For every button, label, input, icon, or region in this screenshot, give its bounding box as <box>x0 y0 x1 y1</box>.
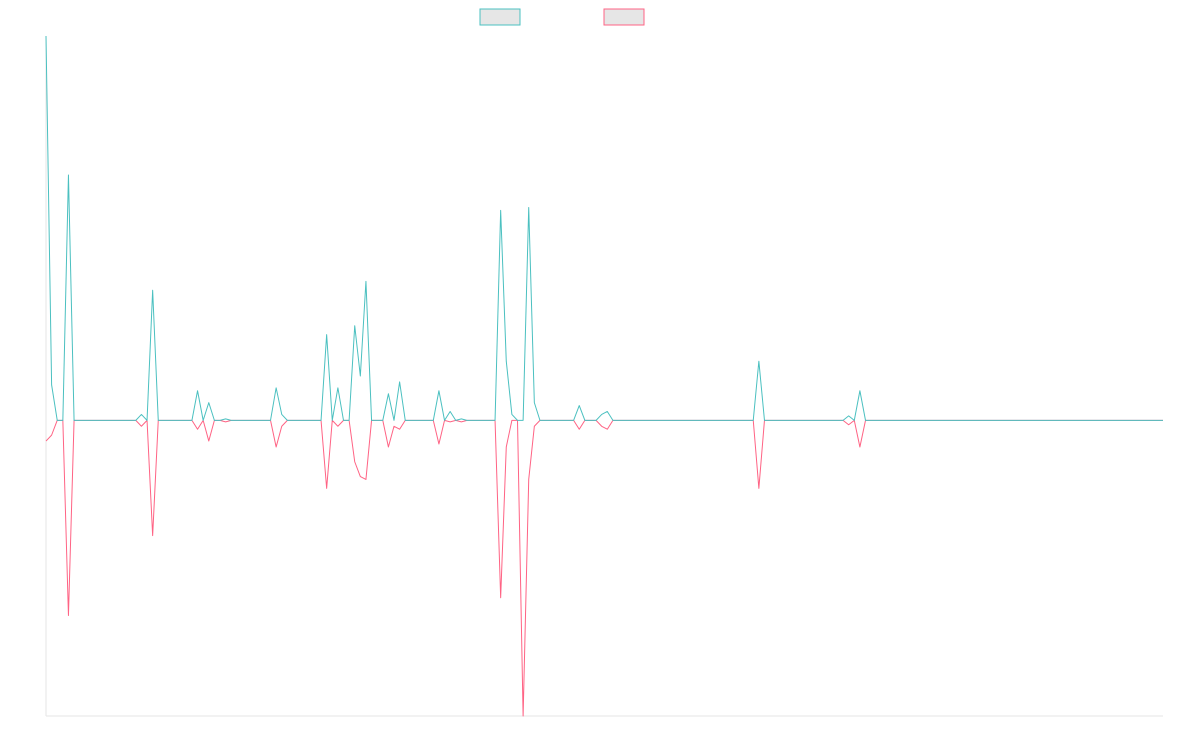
legend-swatch-1[interactable] <box>479 8 521 26</box>
legend-swatch-2[interactable] <box>603 8 645 26</box>
series-layer <box>45 35 1163 717</box>
series-line-2 <box>45 419 1163 717</box>
series-line-1 <box>45 35 1163 421</box>
legend <box>479 8 645 26</box>
